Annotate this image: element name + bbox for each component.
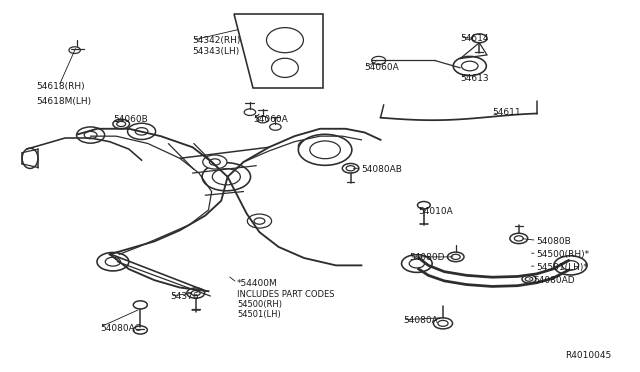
Circle shape <box>212 169 241 185</box>
Circle shape <box>116 121 125 126</box>
Circle shape <box>409 259 424 268</box>
Text: 54611: 54611 <box>492 108 521 117</box>
Text: 54080B: 54080B <box>537 237 572 246</box>
Text: R4010045: R4010045 <box>565 351 612 360</box>
Circle shape <box>562 260 579 270</box>
Ellipse shape <box>271 58 298 77</box>
Text: 54060A: 54060A <box>253 115 288 124</box>
Circle shape <box>187 288 205 298</box>
Circle shape <box>97 253 129 271</box>
Text: 54618M(LH): 54618M(LH) <box>36 97 92 106</box>
Text: 54501(LH)*: 54501(LH)* <box>537 263 589 272</box>
Text: INCLUDES PART CODES: INCLUDES PART CODES <box>237 291 335 299</box>
Circle shape <box>346 166 355 171</box>
Circle shape <box>247 214 271 228</box>
Text: 54080AC: 54080AC <box>100 324 141 333</box>
Circle shape <box>525 277 533 281</box>
Circle shape <box>401 255 432 272</box>
Text: 54618(RH): 54618(RH) <box>36 82 85 91</box>
Circle shape <box>127 123 156 140</box>
Text: 54343(LH): 54343(LH) <box>193 47 240 56</box>
Circle shape <box>417 202 430 209</box>
Circle shape <box>135 128 148 135</box>
Text: 54501(LH): 54501(LH) <box>237 310 281 319</box>
Circle shape <box>453 57 486 76</box>
Text: 54080A: 54080A <box>403 316 438 325</box>
Circle shape <box>133 326 147 334</box>
Circle shape <box>433 318 452 329</box>
Circle shape <box>209 159 220 165</box>
Circle shape <box>298 134 352 165</box>
Text: 54376: 54376 <box>170 292 199 301</box>
Text: 54080AD: 54080AD <box>534 276 575 285</box>
Text: 54060A: 54060A <box>365 63 399 72</box>
Circle shape <box>461 61 478 71</box>
Circle shape <box>342 163 359 173</box>
Circle shape <box>105 257 120 266</box>
Ellipse shape <box>266 28 303 53</box>
Text: 54500(RH)*: 54500(RH)* <box>537 250 590 259</box>
Text: 54500(RH): 54500(RH) <box>237 300 282 310</box>
Circle shape <box>298 139 323 153</box>
Circle shape <box>191 291 200 296</box>
Ellipse shape <box>22 148 38 169</box>
Circle shape <box>133 301 147 309</box>
Text: 54342(RH): 54342(RH) <box>193 36 241 45</box>
Circle shape <box>472 34 487 43</box>
Circle shape <box>269 124 281 130</box>
Circle shape <box>257 116 268 123</box>
Circle shape <box>438 320 448 326</box>
Text: 54080D: 54080D <box>409 253 445 263</box>
Circle shape <box>522 275 536 283</box>
Circle shape <box>554 256 587 275</box>
Circle shape <box>254 218 265 224</box>
Circle shape <box>447 252 464 262</box>
Circle shape <box>515 236 524 241</box>
Text: 54613: 54613 <box>460 74 489 83</box>
Circle shape <box>305 143 316 149</box>
Text: 54080AB: 54080AB <box>362 165 403 174</box>
Text: *54400M: *54400M <box>237 279 278 288</box>
Circle shape <box>203 155 227 169</box>
Polygon shape <box>234 14 323 88</box>
Circle shape <box>113 119 129 129</box>
Text: 54614: 54614 <box>460 34 489 43</box>
Circle shape <box>69 47 81 54</box>
Circle shape <box>310 141 340 159</box>
Circle shape <box>451 254 460 260</box>
Circle shape <box>372 57 386 64</box>
Circle shape <box>244 109 255 115</box>
Circle shape <box>510 233 528 244</box>
Text: 54060B: 54060B <box>113 115 148 124</box>
Circle shape <box>202 163 250 191</box>
Text: 54010A: 54010A <box>419 207 454 217</box>
Circle shape <box>77 127 104 143</box>
Circle shape <box>84 131 97 139</box>
